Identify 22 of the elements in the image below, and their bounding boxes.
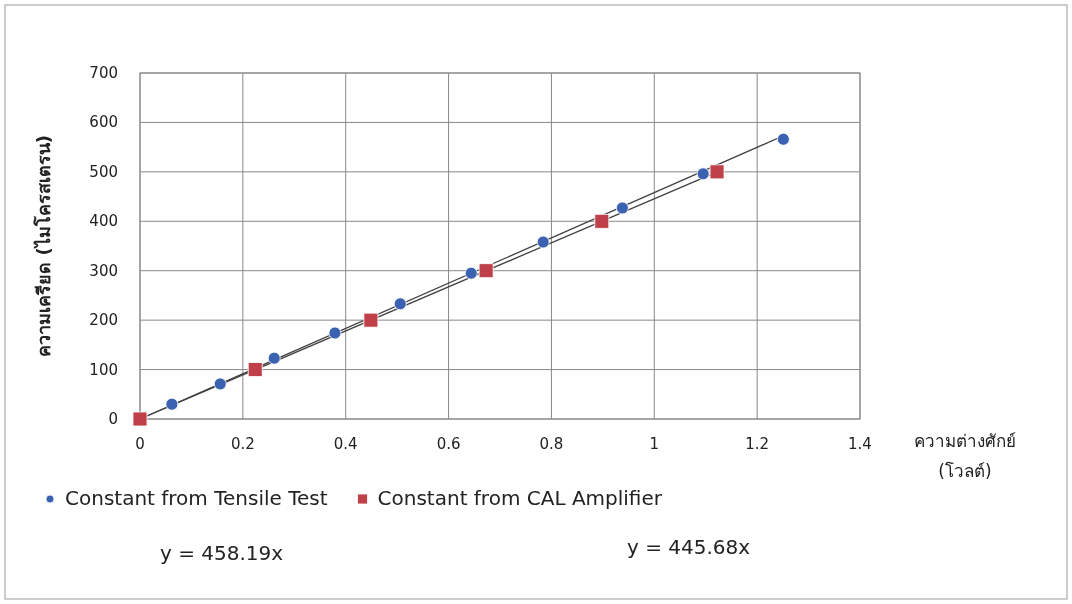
x-axis-title: ความต่างศักย์ (โวลต์) — [914, 431, 1016, 481]
x-tick-label: 1.4 — [848, 435, 872, 453]
x-tick-label: 1.2 — [745, 435, 770, 453]
text: y = 458.19x — [160, 541, 284, 565]
y-tick-label: 100 — [89, 360, 118, 379]
x-tick-label: 0.4 — [333, 435, 358, 453]
x-tick-label: 1 — [649, 435, 660, 453]
x-tick-label: 0.6 — [436, 435, 461, 453]
y-tick-label: 400 — [89, 212, 118, 231]
y-tick-label: 600 — [89, 113, 118, 132]
legend-label: Constant from Tensile Test — [65, 486, 328, 510]
y-tick-label: 500 — [89, 162, 118, 181]
x-tick-label: 0.2 — [230, 435, 255, 453]
text: y = 445.68x — [627, 535, 751, 559]
y-axis-title: ความเครียด (ไมโครสเตรน) — [33, 135, 54, 357]
legend-label: Constant from CAL Amplifier — [377, 486, 663, 510]
x-tick-label: 0.8 — [539, 435, 564, 453]
y-tick-label: 200 — [89, 311, 118, 330]
y-tick-label: 0 — [108, 410, 118, 428]
y-tick-label: 300 — [89, 261, 118, 280]
x-tick-label: 0 — [135, 435, 145, 453]
y-tick-label: 700 — [89, 64, 118, 82]
